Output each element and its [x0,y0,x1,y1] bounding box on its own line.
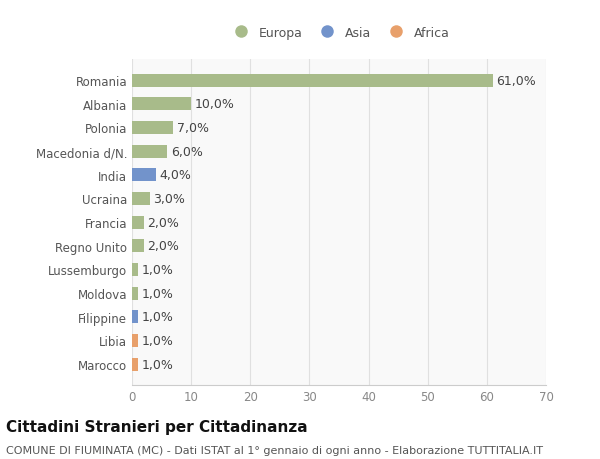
Text: 1,0%: 1,0% [142,311,173,324]
Bar [132,263,138,276]
Legend: Europa, Asia, Africa: Europa, Asia, Africa [229,27,449,40]
Text: 1,0%: 1,0% [142,263,173,276]
Bar [132,358,138,371]
Bar [132,74,493,88]
Text: 3,0%: 3,0% [153,192,185,206]
Text: 1,0%: 1,0% [142,287,173,300]
Bar [132,240,144,253]
Text: 2,0%: 2,0% [148,240,179,253]
Text: 2,0%: 2,0% [148,216,179,229]
Bar [132,287,138,300]
Bar [132,311,138,324]
Text: 1,0%: 1,0% [142,334,173,347]
Text: 6,0%: 6,0% [171,146,203,158]
Bar [132,98,191,111]
Bar [132,169,155,182]
Bar [132,192,150,206]
Bar [132,146,167,158]
Text: 1,0%: 1,0% [142,358,173,371]
Text: Cittadini Stranieri per Cittadinanza: Cittadini Stranieri per Cittadinanza [6,419,308,434]
Text: COMUNE DI FIUMINATA (MC) - Dati ISTAT al 1° gennaio di ogni anno - Elaborazione : COMUNE DI FIUMINATA (MC) - Dati ISTAT al… [6,445,543,455]
Text: 7,0%: 7,0% [177,122,209,134]
Text: 4,0%: 4,0% [159,169,191,182]
Bar [132,122,173,134]
Bar [132,216,144,229]
Bar [132,334,138,347]
Text: 61,0%: 61,0% [496,74,536,88]
Text: 10,0%: 10,0% [194,98,235,111]
